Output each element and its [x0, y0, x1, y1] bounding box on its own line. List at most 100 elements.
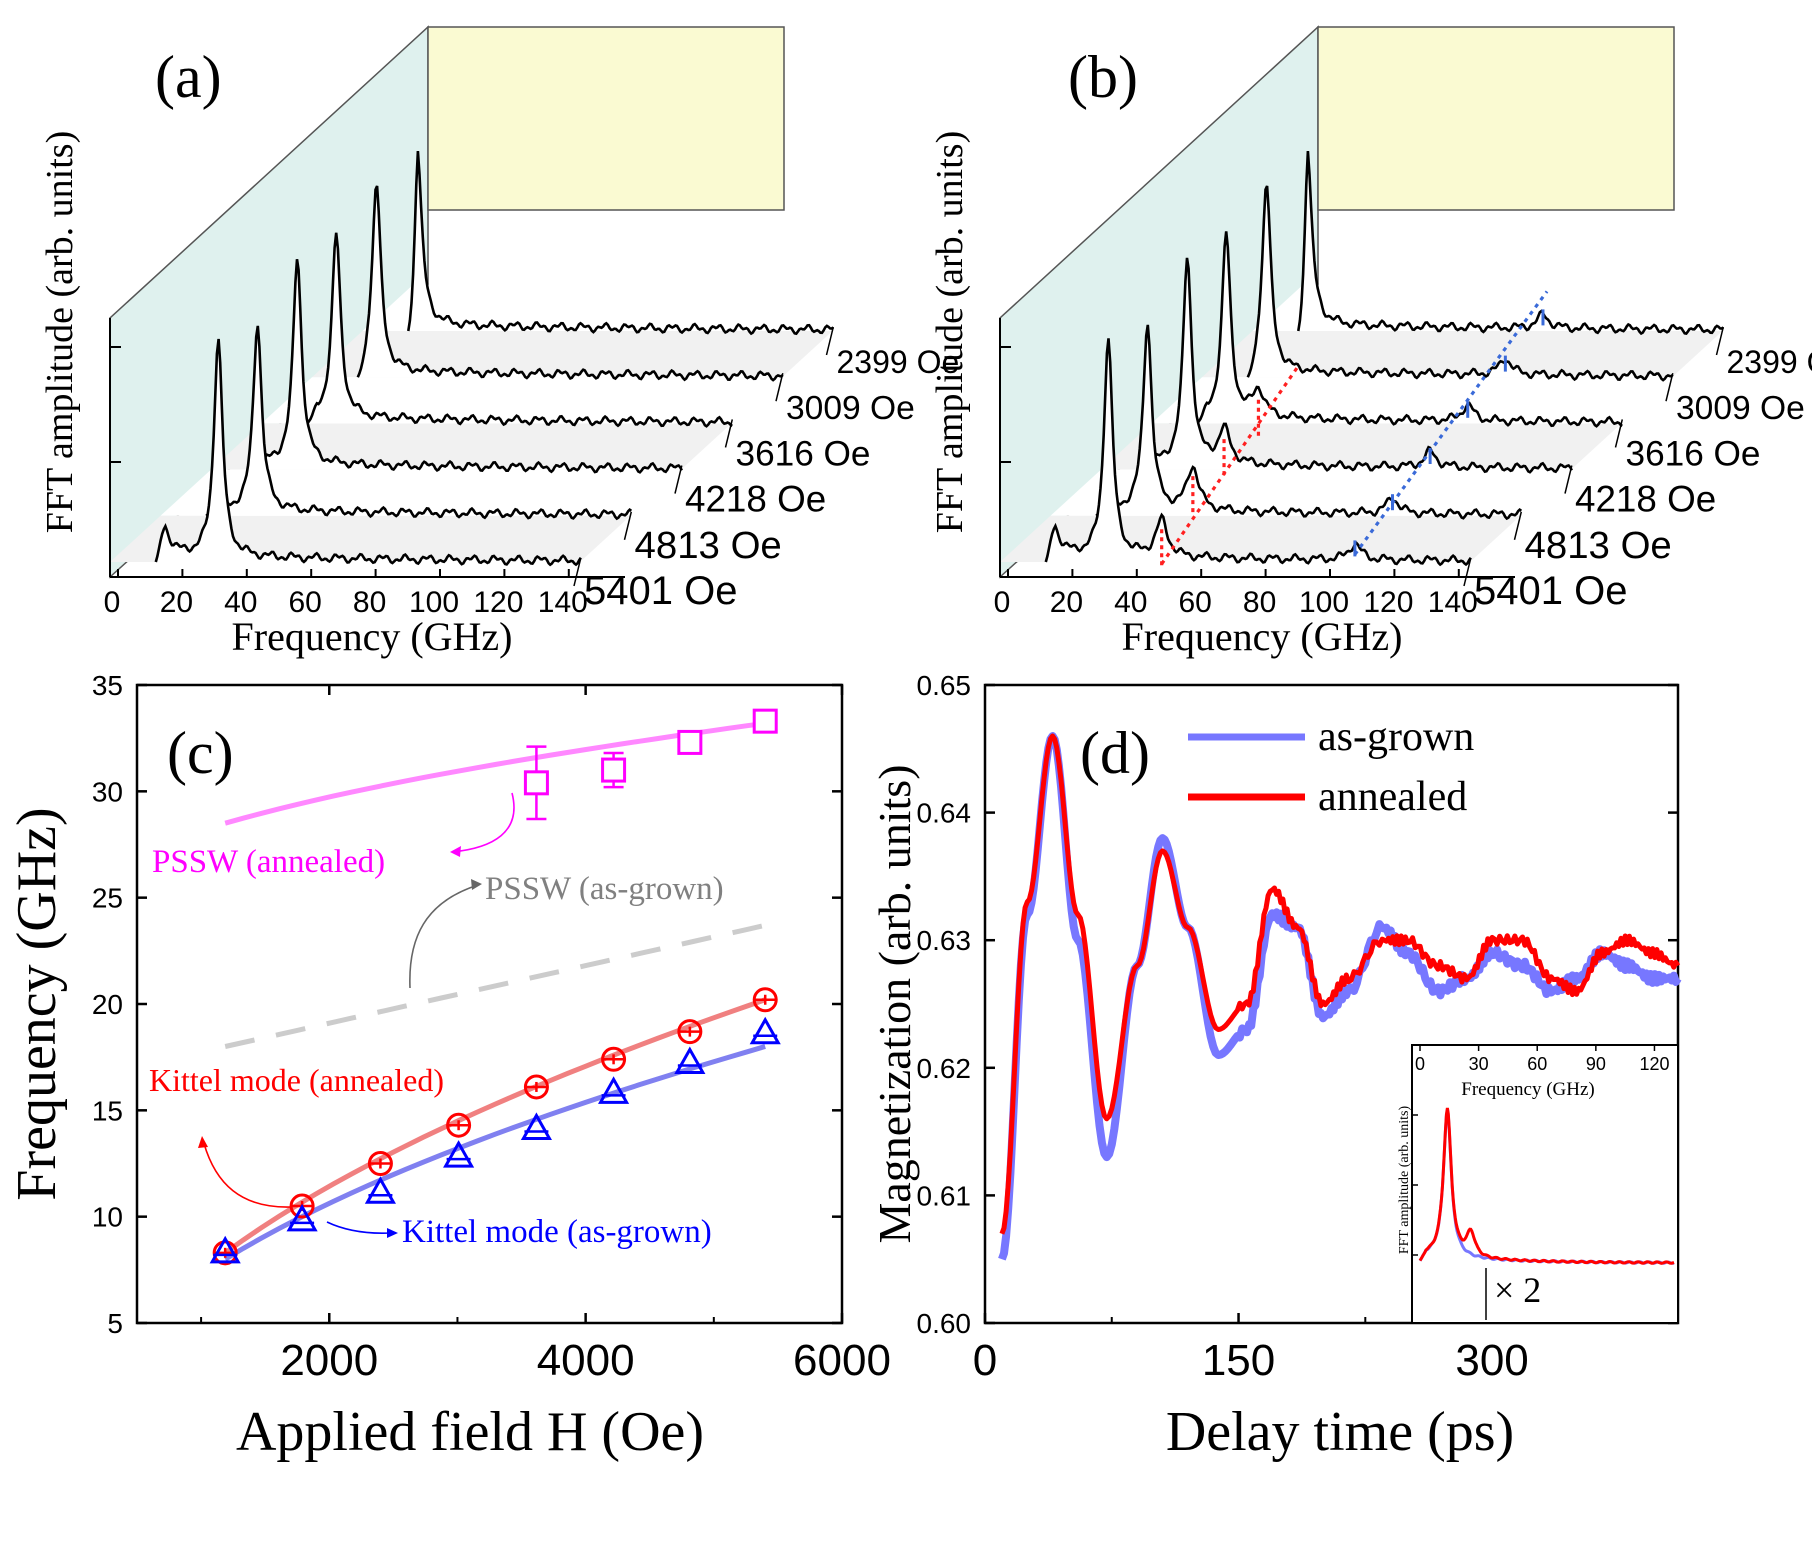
x-tick-label: 60 — [1179, 586, 1212, 619]
kittel-asgrown-point — [674, 1046, 706, 1075]
floor-strip — [1252, 284, 1773, 331]
spectrum-3616-Oe — [1196, 231, 1623, 428]
x-tick-label: 4000 — [537, 1336, 635, 1385]
spectrum-2399-Oe — [407, 151, 834, 336]
field-label-leader — [674, 465, 683, 494]
x-tick-label: 140 — [1428, 586, 1478, 619]
floor-strip — [1151, 377, 1672, 424]
panel-c-annotation-arrows — [198, 792, 515, 1238]
x-tick-label: 0 — [973, 1336, 997, 1385]
x-tick-label: 120 — [473, 586, 523, 619]
spectrum-4218-Oe — [1145, 257, 1573, 474]
pssw-guide-line — [1160, 364, 1300, 565]
x-tick-label: 300 — [1455, 1336, 1528, 1385]
spectrum-fill — [206, 325, 632, 519]
panel-c: 2000 4000 6000 5 10 15 20 25 30 35 (c) PSSW (anne… — [6, 670, 891, 1463]
y-tick-label: 35 — [92, 670, 123, 701]
field-label-leader — [1513, 511, 1523, 540]
field-label-leader — [1614, 419, 1624, 448]
field-label: 4218 Oe — [685, 479, 826, 520]
field-label: 3616 Oe — [1626, 434, 1761, 473]
pssw--as-grown- — [224, 922, 766, 1049]
pssw-asgrown-arrowhead — [471, 879, 482, 890]
panel-b-xlabel: Frequency (GHz) — [1122, 614, 1403, 659]
spectrum-fill — [1146, 257, 1572, 473]
panel-c-ylabel: Frequency (GHz) — [6, 807, 68, 1200]
panel-c-label: (c) — [167, 720, 234, 786]
high-freq-guide-line — [1353, 290, 1549, 556]
x-tick-label: 20 — [1050, 586, 1083, 619]
kittel-asgrown-label: Kittel mode (as-grown) — [402, 1214, 712, 1250]
spectrum-fill — [256, 259, 682, 473]
x-tick-label: 80 — [1243, 586, 1276, 619]
field-label: 3616 Oe — [736, 434, 871, 473]
pssw-asgrown-arrow — [409, 884, 479, 989]
y-tick-label: 0.60 — [917, 1308, 972, 1339]
inset-x-tick-label: 120 — [1639, 1054, 1669, 1074]
panel-c-xlabel: Applied field H (Oe) — [236, 1401, 704, 1463]
x-tick-label: 140 — [538, 586, 588, 619]
spectrum-4218-Oe — [255, 259, 683, 474]
legend-label-annealed: annealed — [1318, 774, 1467, 820]
spectrum-3009-Oe — [356, 185, 784, 382]
spectrum-3616-Oe — [306, 232, 733, 428]
pssw-annealed-point — [677, 729, 703, 755]
x-tick-label: 0 — [104, 586, 121, 619]
panel-d-legend: as-grown annealed — [1188, 714, 1474, 820]
y-tick-label: 10 — [92, 1202, 123, 1233]
kittel-asgrown-arrow — [326, 1221, 393, 1235]
kittel-asgrown-point — [209, 1235, 241, 1264]
field-label: 3009 Oe — [786, 390, 915, 427]
y-tick-label: 0.65 — [917, 670, 972, 701]
field-label: 2399 Oe — [837, 344, 960, 380]
kittel-annealed-arrowhead — [198, 1136, 208, 1148]
pssw-annealed-point — [752, 708, 778, 734]
series-as-grown — [998, 732, 1682, 1261]
panel-a-x-ticks: 0 20 40 60 80 100 120 140 — [104, 569, 588, 619]
x-tick-label: 20 — [160, 586, 193, 619]
kittel-asgrown-point — [749, 1016, 781, 1045]
panel-d-series — [998, 732, 1682, 1261]
floor-strip — [312, 331, 833, 378]
kittel-asgrown-point — [364, 1176, 396, 1204]
inset-x-tick-label: 0 — [1415, 1054, 1425, 1074]
floor-strip — [362, 284, 883, 331]
x-tick-label: 150 — [1202, 1336, 1275, 1385]
pssw-fit--annealed- — [224, 720, 766, 826]
panel-d-ylabel: Magnetization (arb. units) — [869, 764, 920, 1243]
field-label: 4218 Oe — [1575, 479, 1716, 520]
field-label-leader — [623, 511, 633, 540]
x-tick-label: 2000 — [280, 1336, 378, 1385]
inset-x-tick-label: 30 — [1469, 1054, 1489, 1074]
kittel-annealed-arrow — [202, 1139, 291, 1208]
pssw-annealed-point — [523, 770, 549, 796]
inset-ticks: 0 30 60 90 120 — [1412, 1045, 1669, 1256]
y-tick-label: 0.61 — [917, 1180, 972, 1211]
inset-ylabel: FFT amplitude (arb. units) — [1397, 1106, 1412, 1255]
panel-b-label: (b) — [1068, 44, 1138, 110]
inset-frame — [1411, 1044, 1679, 1324]
spectrum-3009-Oe — [1246, 185, 1674, 382]
spectrum-fill — [307, 232, 733, 427]
field-label: 5401 Oe — [1474, 569, 1627, 613]
kittel-asgrown-arrowhead — [387, 1228, 398, 1238]
inset-xlabel: Frequency (GHz) — [1461, 1079, 1594, 1100]
spectrum-fill — [1096, 324, 1522, 519]
panel-b-back-wall — [1317, 26, 1675, 211]
kittel-asgrown-point — [286, 1203, 318, 1232]
spectrum-5401-Oe — [1044, 338, 1472, 567]
y-tick-label: 30 — [92, 776, 123, 807]
x-tick-label: 100 — [409, 586, 459, 619]
panel-b-ylabel: FFT amplitude (arb. units) — [929, 131, 971, 534]
panel-c-fit-curves — [223, 720, 767, 1262]
field-label: 2399 Oe — [1727, 344, 1812, 380]
floor-strip — [261, 377, 782, 424]
panel-a-ylabel: FFT amplitude (arb. units) — [39, 131, 81, 534]
panel-a-label: (a) — [155, 44, 222, 110]
